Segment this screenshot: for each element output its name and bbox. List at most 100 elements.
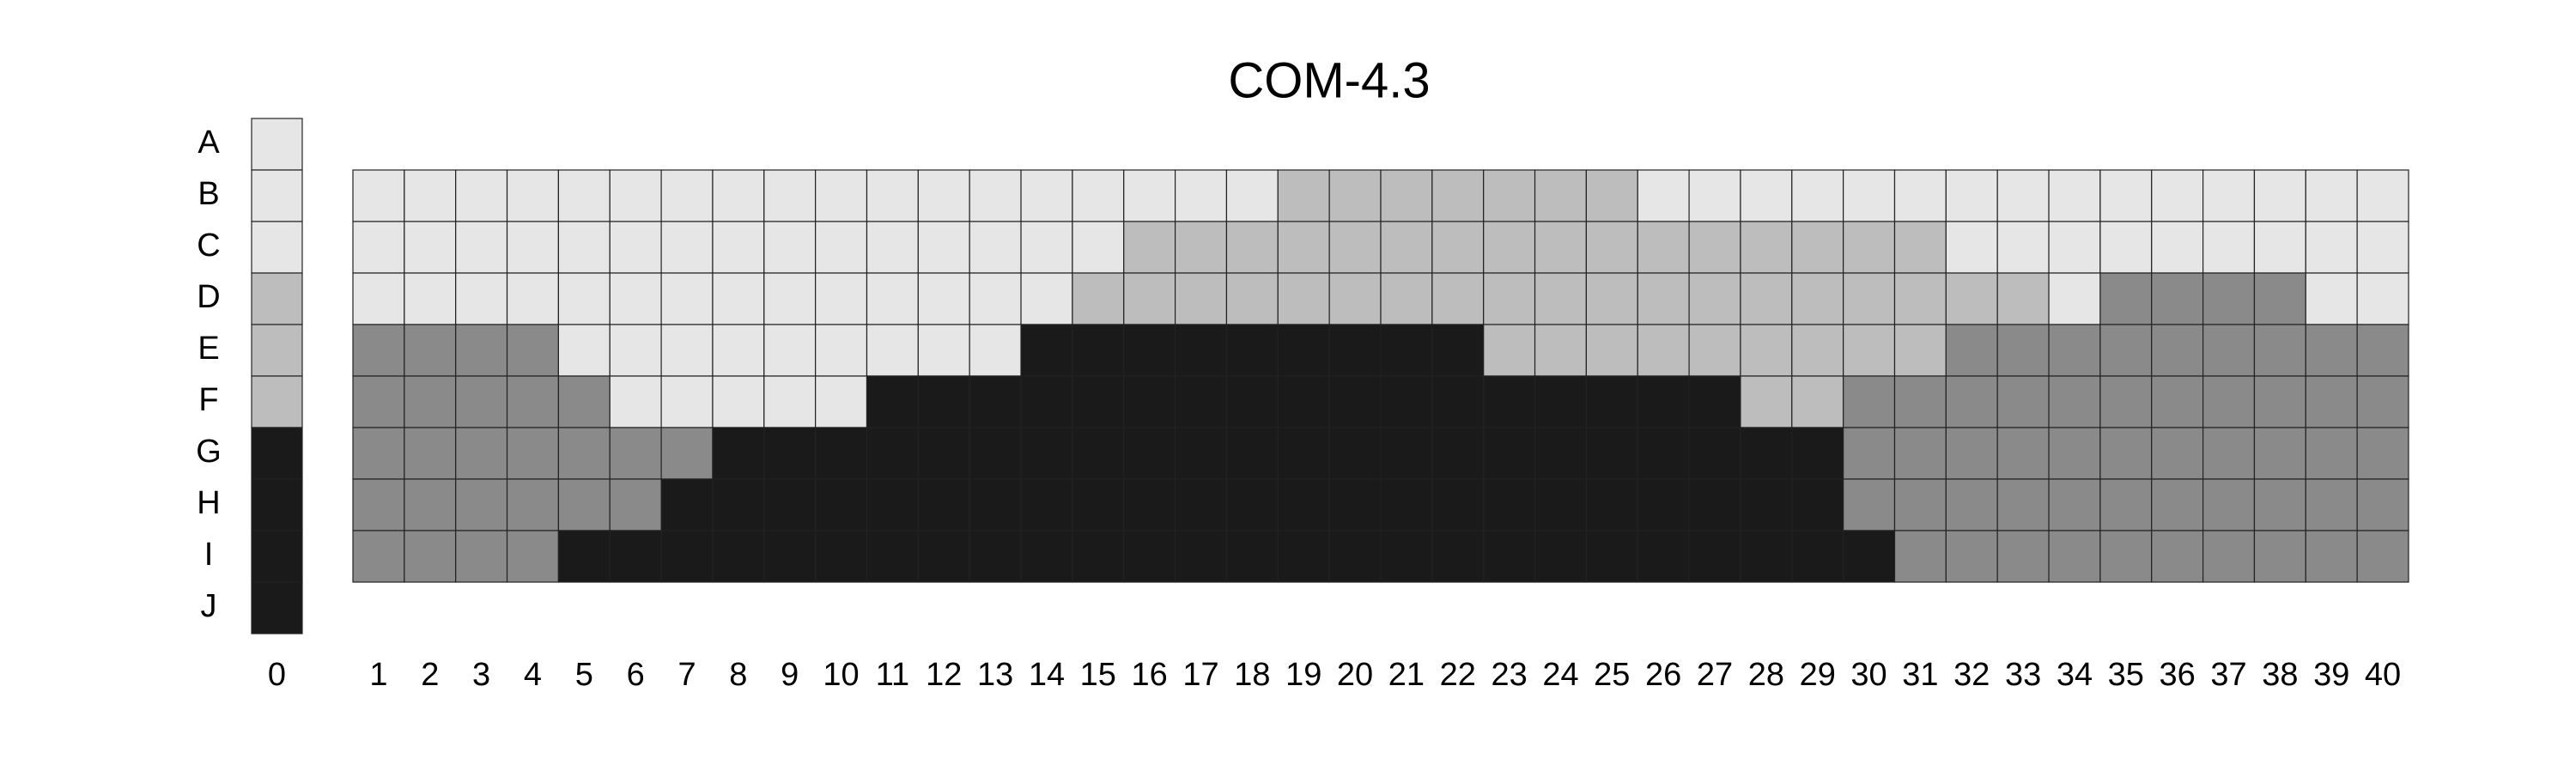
- grid-cell: [712, 169, 765, 222]
- grid-cell: [2202, 169, 2256, 222]
- grid-cell: [1072, 530, 1125, 583]
- grid-cell: [1843, 530, 1896, 583]
- row-label: A: [197, 124, 220, 161]
- grid-cell: [1585, 427, 1638, 480]
- grid-cell: [866, 375, 919, 428]
- grid-cell: [712, 478, 765, 531]
- grid-cell: [2356, 169, 2409, 222]
- grid-cell: [2048, 375, 2101, 428]
- grid-cell: [455, 530, 508, 583]
- grid-cell: [609, 324, 662, 377]
- grid-cell: [455, 169, 508, 222]
- column-label: 16: [1132, 657, 1168, 693]
- grid-cell: [2253, 221, 2306, 274]
- grid-cell: [1996, 324, 2050, 377]
- grid-cell: [815, 375, 868, 428]
- grid-cell: [1585, 324, 1638, 377]
- column-label: 26: [1645, 657, 1681, 693]
- grid-cell: [815, 169, 868, 222]
- grid-cell: [1843, 478, 1896, 531]
- row-label: F: [198, 382, 218, 418]
- grid-cell: [1277, 169, 1330, 222]
- grid-cell: [1020, 169, 1073, 222]
- grid-cell: [712, 530, 765, 583]
- grid-cell: [609, 427, 662, 480]
- grid-cell: [352, 427, 405, 480]
- grid-cell: [1791, 272, 1844, 325]
- grid-cell: [1020, 272, 1073, 325]
- grid-cell: [2253, 478, 2306, 531]
- grid-cell: [1637, 324, 1690, 377]
- grid-cell: [506, 427, 559, 480]
- grid-cell: [1020, 324, 1073, 377]
- grid-cell: [712, 272, 765, 325]
- grid-cell: [2151, 169, 2204, 222]
- grid-cell: [1380, 324, 1433, 377]
- grid-cell: [404, 221, 457, 274]
- grid-cell: [1688, 272, 1741, 325]
- grid-cell: [2356, 427, 2409, 480]
- grid-cell: [2048, 169, 2101, 222]
- grid-cell: [506, 272, 559, 325]
- grid-cell: [1431, 530, 1485, 583]
- grid-cell: [917, 427, 970, 480]
- grid-cell: [1637, 375, 1690, 428]
- grid-cell: [1945, 530, 1998, 583]
- grid-cell: [1585, 478, 1638, 531]
- grid-cell: [1225, 530, 1279, 583]
- grid-cell: [1945, 375, 1998, 428]
- grid-cell: [1945, 272, 1998, 325]
- grid-cell: [2099, 530, 2153, 583]
- grid-cell: [1123, 375, 1176, 428]
- grid-cell: [2202, 478, 2256, 531]
- grid-cell: [1843, 272, 1896, 325]
- grid-cell: [352, 375, 405, 428]
- column-label: 27: [1697, 657, 1733, 693]
- grid-cell: [1328, 530, 1382, 583]
- grid-cell: [763, 324, 817, 377]
- grid-cell: [1740, 427, 1793, 480]
- reference-cell: [251, 118, 303, 171]
- grid-cell: [2048, 324, 2101, 377]
- grid-cell: [1688, 530, 1741, 583]
- column-label: 19: [1285, 657, 1321, 693]
- grid-cell: [2099, 221, 2153, 274]
- grid-cell: [1020, 427, 1073, 480]
- grid-cell: [969, 272, 1022, 325]
- grid-cell: [2048, 427, 2101, 480]
- column-label: 29: [1800, 657, 1836, 693]
- grid-cell: [2202, 272, 2256, 325]
- grid-cell: [1996, 375, 2050, 428]
- grid-cell: [2099, 169, 2153, 222]
- grid-cell: [2099, 478, 2153, 531]
- grid-cell: [1740, 221, 1793, 274]
- grid-cell: [1893, 169, 1947, 222]
- reference-cell: [251, 530, 303, 583]
- grid-cell: [352, 221, 405, 274]
- column-label: 33: [2005, 657, 2041, 693]
- grid-cell: [1996, 221, 2050, 274]
- grid-cell: [1174, 169, 1228, 222]
- grid-cell: [763, 375, 817, 428]
- grid-cell: [1534, 169, 1588, 222]
- grid-cell: [557, 324, 611, 377]
- grid-cell: [1225, 427, 1279, 480]
- grid-cell: [2151, 324, 2204, 377]
- grid-cell: [2356, 530, 2409, 583]
- grid-cell: [506, 375, 559, 428]
- grid-cell: [404, 427, 457, 480]
- grid-cell: [1328, 324, 1382, 377]
- grid-cell: [2151, 427, 2204, 480]
- grid-cell: [1483, 169, 1536, 222]
- grid-cell: [660, 530, 714, 583]
- grid-cell: [2048, 530, 2101, 583]
- grid-cell: [1688, 221, 1741, 274]
- grid-cell: [917, 221, 970, 274]
- column-label: 10: [823, 657, 859, 693]
- grid-cell: [1431, 169, 1485, 222]
- grid-cell: [1072, 478, 1125, 531]
- grid-cell: [1843, 169, 1896, 222]
- grid-cell: [2305, 427, 2358, 480]
- grid-cell: [1225, 324, 1279, 377]
- column-label: 2: [421, 657, 439, 693]
